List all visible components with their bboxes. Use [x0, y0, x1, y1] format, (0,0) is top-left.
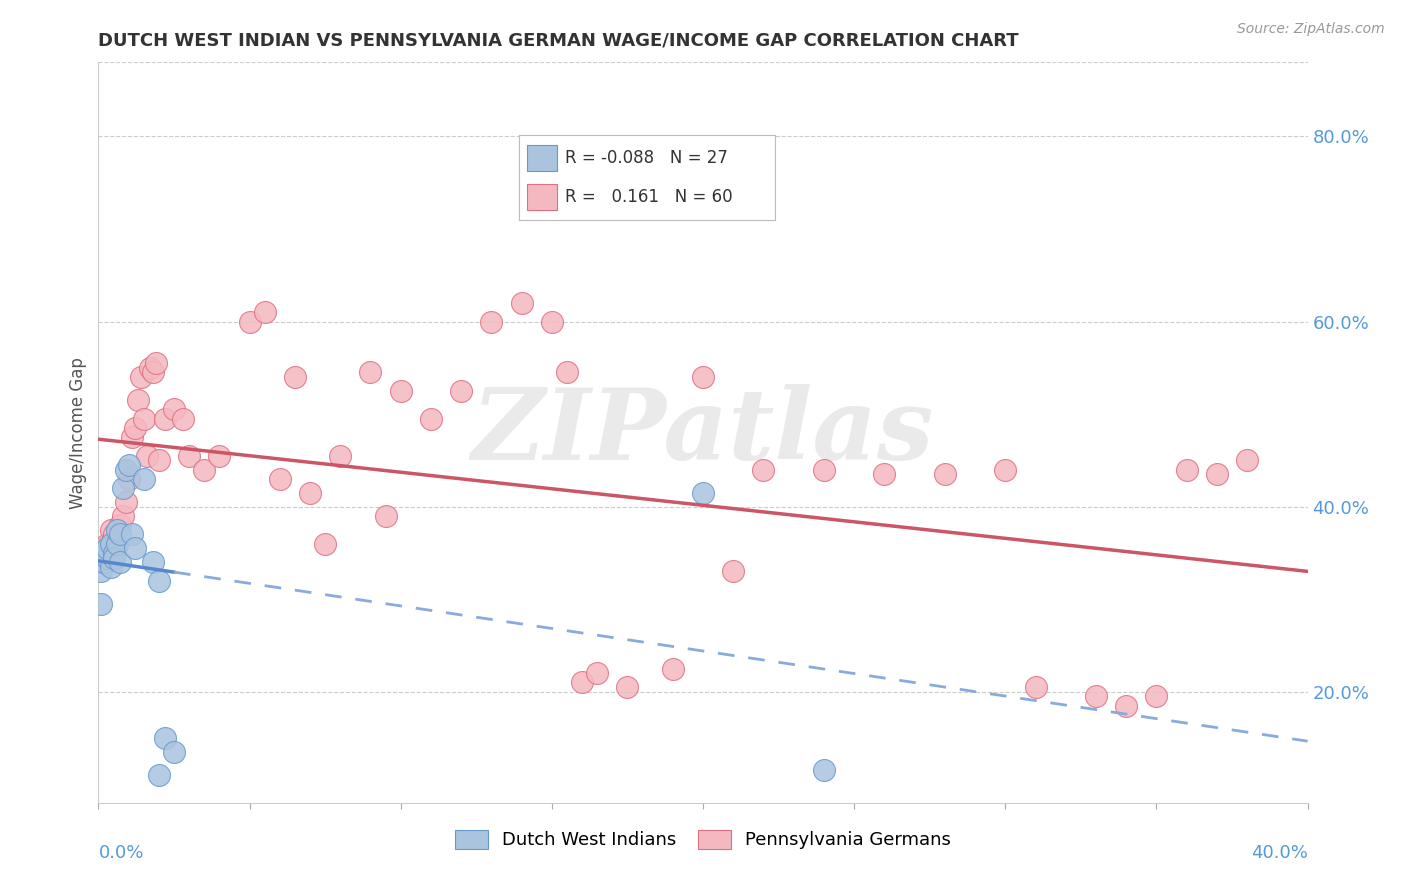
Point	[153, 731, 176, 745]
Point	[100, 523, 122, 537]
Text: DUTCH WEST INDIAN VS PENNSYLVANIA GERMAN WAGE/INCOME GAP CORRELATION CHART: DUTCH WEST INDIAN VS PENNSYLVANIA GERMAN…	[98, 32, 1019, 50]
Point	[111, 508, 134, 523]
Point	[121, 527, 143, 541]
Point	[253, 305, 276, 319]
Point	[142, 366, 165, 380]
Point	[616, 680, 638, 694]
Point	[481, 314, 503, 328]
Point	[139, 360, 162, 375]
Point	[142, 555, 165, 569]
Point	[208, 449, 231, 463]
Point	[1085, 690, 1108, 704]
Point	[692, 370, 714, 384]
Point	[540, 314, 562, 328]
Point	[108, 518, 131, 533]
Point	[193, 462, 215, 476]
Point	[163, 402, 186, 417]
Legend: Dutch West Indians, Pennsylvania Germans: Dutch West Indians, Pennsylvania Germans	[449, 823, 957, 856]
Point	[145, 356, 167, 370]
Text: R = -0.088   N = 27: R = -0.088 N = 27	[565, 149, 728, 167]
Point	[153, 411, 176, 425]
Point	[103, 550, 125, 565]
Point	[994, 462, 1017, 476]
Point	[1144, 690, 1167, 704]
Point	[96, 536, 118, 550]
Point	[93, 541, 115, 556]
Point	[555, 366, 578, 380]
Point	[132, 472, 155, 486]
Point	[108, 527, 131, 541]
Point	[723, 565, 745, 579]
Point	[96, 550, 118, 565]
Point	[360, 366, 382, 380]
Point	[96, 541, 118, 556]
Text: 0.0%: 0.0%	[98, 844, 143, 862]
Point	[420, 411, 443, 425]
Point	[314, 536, 336, 550]
Point	[172, 411, 194, 425]
Text: ZIPatlas: ZIPatlas	[472, 384, 934, 481]
Bar	[527, 145, 557, 170]
Point	[118, 472, 141, 486]
Point	[299, 485, 322, 500]
Point	[124, 541, 146, 556]
Point	[692, 485, 714, 500]
Point	[571, 675, 593, 690]
Bar	[527, 185, 557, 211]
Point	[450, 384, 472, 398]
Point	[90, 555, 112, 569]
Point	[661, 662, 683, 676]
Point	[374, 508, 396, 523]
Point	[135, 449, 157, 463]
Point	[148, 574, 170, 588]
Point	[100, 559, 122, 574]
Text: Source: ZipAtlas.com: Source: ZipAtlas.com	[1237, 22, 1385, 37]
Point	[114, 462, 136, 476]
Point	[873, 467, 896, 482]
Point	[1206, 467, 1229, 482]
Point	[118, 458, 141, 472]
Point	[1236, 453, 1258, 467]
Point	[93, 546, 115, 560]
Point	[103, 527, 125, 541]
Point	[90, 597, 112, 611]
Point	[148, 453, 170, 467]
Point	[105, 536, 128, 550]
Point	[93, 555, 115, 569]
Point	[148, 768, 170, 782]
Point	[752, 462, 775, 476]
Point	[124, 421, 146, 435]
Text: R =   0.161   N = 60: R = 0.161 N = 60	[565, 188, 733, 206]
Text: 40.0%: 40.0%	[1251, 844, 1308, 862]
Point	[129, 370, 152, 384]
Point	[103, 546, 125, 560]
Point	[1024, 680, 1046, 694]
Point	[269, 472, 291, 486]
Point	[179, 449, 201, 463]
Point	[1115, 698, 1137, 713]
Point	[114, 495, 136, 509]
Point	[586, 666, 609, 681]
Point	[284, 370, 307, 384]
Point	[329, 449, 352, 463]
Point	[121, 430, 143, 444]
Point	[813, 462, 835, 476]
Point	[105, 523, 128, 537]
Point	[813, 764, 835, 778]
Point	[111, 481, 134, 495]
Point	[127, 393, 149, 408]
Point	[239, 314, 262, 328]
Point	[389, 384, 412, 398]
Point	[163, 745, 186, 759]
Point	[1175, 462, 1198, 476]
Point	[934, 467, 956, 482]
Point	[90, 565, 112, 579]
Point	[108, 555, 131, 569]
Point	[100, 536, 122, 550]
Point	[105, 536, 128, 550]
Point	[132, 411, 155, 425]
Point	[510, 296, 533, 310]
Y-axis label: Wage/Income Gap: Wage/Income Gap	[69, 357, 87, 508]
